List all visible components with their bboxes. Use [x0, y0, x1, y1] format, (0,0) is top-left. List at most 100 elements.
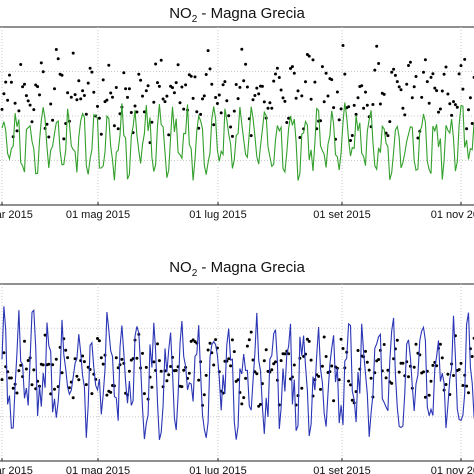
series-marker — [137, 72, 141, 76]
series-marker — [156, 342, 159, 346]
series-marker — [384, 376, 388, 380]
series-marker — [257, 404, 261, 408]
series-marker — [281, 96, 285, 100]
series-marker — [412, 85, 416, 89]
x-tick-label: 01 lug 2015 — [189, 465, 247, 474]
series-marker — [77, 79, 81, 83]
series-marker — [9, 80, 13, 84]
series-marker — [395, 338, 399, 342]
series-marker — [437, 110, 440, 114]
series-marker — [24, 367, 28, 371]
series-marker — [461, 384, 465, 387]
series-marker — [193, 75, 197, 79]
series-marker — [180, 385, 184, 389]
series-marker — [470, 122, 474, 125]
series-marker — [99, 132, 103, 136]
x-tick-label: 01 set 2015 — [313, 465, 371, 474]
series-marker — [163, 100, 167, 104]
series-marker — [204, 373, 208, 377]
series-marker — [88, 66, 92, 70]
series-marker — [427, 393, 431, 397]
series-marker — [32, 108, 36, 112]
series-marker — [444, 65, 448, 69]
series-marker — [9, 376, 13, 380]
series-marker — [51, 363, 55, 367]
series-marker — [431, 72, 435, 76]
series-marker — [407, 375, 410, 379]
series-marker — [202, 393, 206, 397]
series-marker — [111, 95, 114, 99]
series-marker — [448, 102, 452, 106]
series-marker — [423, 395, 427, 399]
series-marker — [461, 87, 465, 91]
series-marker — [225, 99, 229, 103]
series-marker — [69, 95, 73, 99]
series-marker — [253, 94, 257, 97]
series-marker — [408, 60, 412, 64]
series-marker — [54, 357, 58, 361]
series-marker — [390, 70, 394, 74]
series-marker — [395, 80, 399, 84]
series-marker — [397, 370, 401, 374]
series-marker — [240, 402, 244, 406]
series-marker — [101, 362, 105, 366]
series-marker — [60, 371, 64, 375]
series-marker — [73, 357, 77, 361]
series-marker — [210, 82, 214, 86]
series-marker — [440, 356, 444, 360]
x-tick-label: 01 mag 2015 — [66, 465, 130, 474]
series-marker — [229, 364, 233, 368]
series-marker — [425, 80, 429, 84]
series-marker — [457, 72, 461, 76]
series-marker — [90, 70, 94, 74]
series-marker — [47, 362, 51, 366]
series-marker — [182, 107, 186, 111]
series-marker — [187, 371, 191, 375]
series-marker — [75, 98, 79, 102]
series-marker — [15, 129, 19, 133]
series-marker — [53, 87, 56, 91]
series-marker — [242, 79, 246, 83]
series-marker — [433, 86, 437, 90]
series-marker — [382, 343, 386, 346]
series-marker — [349, 383, 352, 387]
series-marker — [139, 78, 143, 82]
series-marker — [150, 120, 154, 124]
series-marker — [275, 66, 279, 70]
series-marker — [305, 337, 309, 341]
series-marker — [156, 81, 159, 85]
series-marker — [189, 74, 193, 78]
series-marker — [21, 85, 25, 89]
series-marker — [120, 357, 124, 361]
series-marker — [298, 136, 302, 139]
series-marker — [165, 379, 169, 383]
series-marker — [459, 361, 463, 365]
series-marker — [268, 101, 272, 105]
series-marker — [124, 87, 128, 91]
series-marker — [36, 85, 40, 89]
series-marker — [330, 78, 334, 82]
series-marker — [277, 76, 281, 79]
series-marker — [127, 87, 131, 91]
series-marker — [349, 139, 352, 142]
series-marker — [142, 110, 146, 114]
series-marker — [249, 134, 253, 138]
series-marker — [324, 355, 328, 358]
series-marker — [335, 90, 339, 94]
series-marker — [154, 62, 158, 66]
series-marker — [86, 81, 90, 85]
series-marker — [322, 335, 326, 339]
series-marker — [159, 58, 163, 62]
series-marker — [73, 93, 77, 97]
series-marker — [401, 361, 405, 365]
series-marker — [47, 135, 51, 139]
series-marker — [343, 72, 347, 76]
series-marker — [257, 92, 261, 96]
series-marker — [6, 98, 10, 102]
series-marker — [311, 58, 315, 62]
series-marker — [255, 86, 259, 90]
series-marker — [377, 62, 381, 65]
series-marker — [287, 116, 291, 120]
series-marker — [393, 73, 397, 77]
series-marker — [219, 111, 223, 115]
